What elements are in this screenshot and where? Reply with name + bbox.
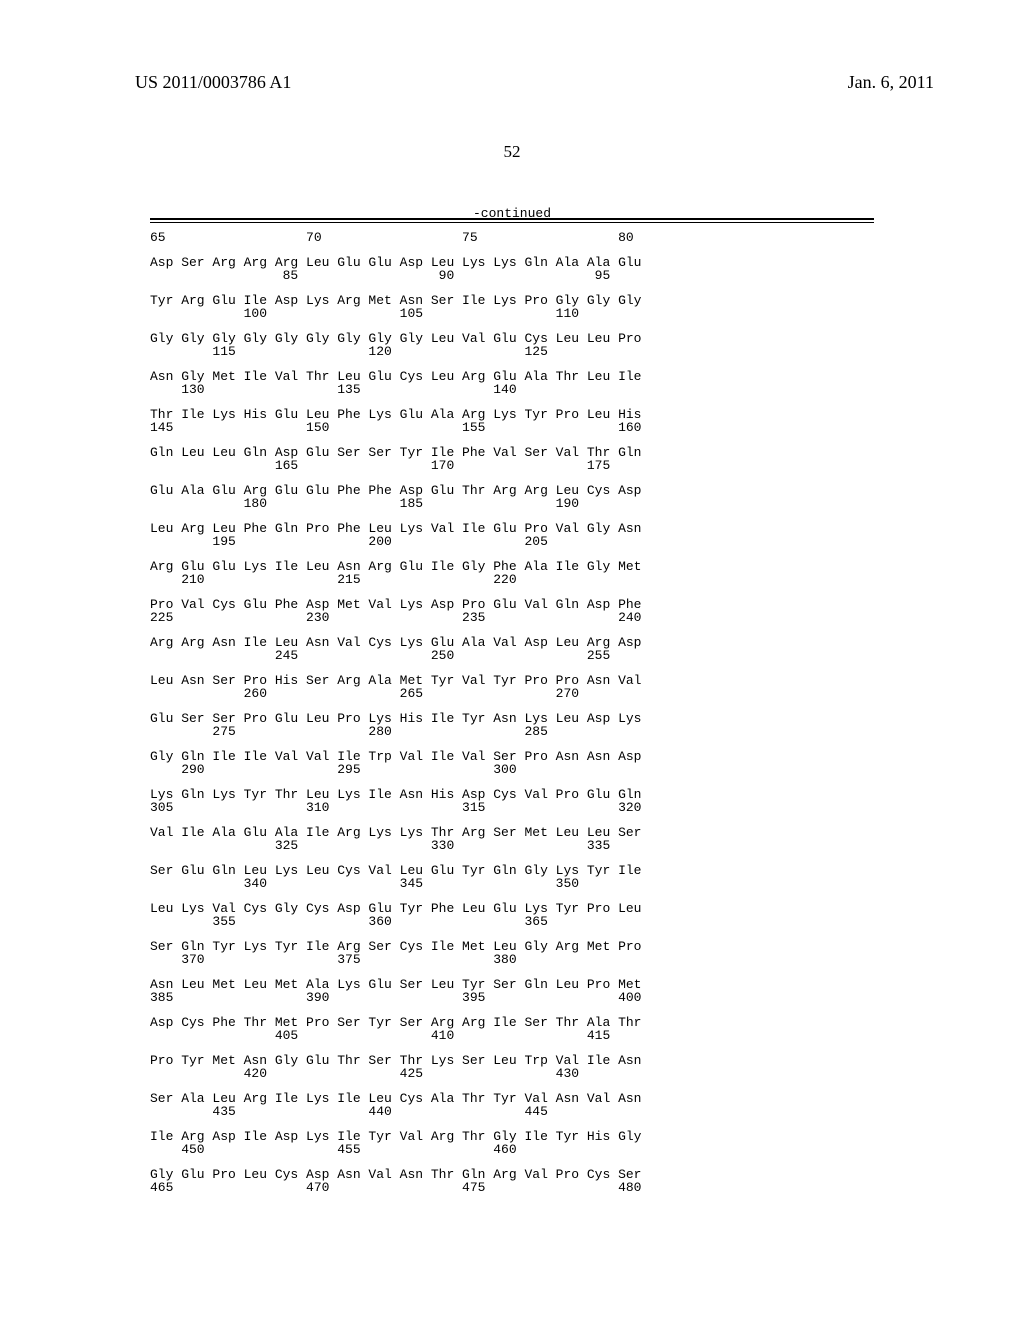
sequence-row: Asp Ser Arg Arg Arg Leu Glu Glu Asp Leu … [150,256,874,282]
position-number-line: 165 170 175 [150,459,874,472]
position-number-line: 180 185 190 [150,497,874,510]
rule-thick [150,218,874,220]
position-number-line: 115 120 125 [150,345,874,358]
position-number-line: 130 135 140 [150,383,874,396]
sequence-row: Thr Ile Lys His Glu Leu Phe Lys Glu Ala … [150,408,874,434]
position-number-line: 420 425 430 [150,1067,874,1080]
position-number-line: 260 265 270 [150,687,874,700]
position-number-line: 145 150 155 160 [150,421,874,434]
position-number-line: 370 375 380 [150,953,874,966]
position-number-line: 305 310 315 320 [150,801,874,814]
sequence-row: Leu Lys Val Cys Gly Cys Asp Glu Tyr Phe … [150,902,874,928]
sequence-row: Gly Glu Pro Leu Cys Asp Asn Val Asn Thr … [150,1168,874,1194]
sequence-block: 65 70 75 80 Asp Ser Arg Arg Arg Leu Glu G… [150,231,874,1194]
sequence-row: Asp Cys Phe Thr Met Pro Ser Tyr Ser Arg … [150,1016,874,1042]
sequence-listing: 65 70 75 80 Asp Ser Arg Arg Arg Leu Glu G… [150,218,874,1206]
sequence-row: Ser Ala Leu Arg Ile Lys Ile Leu Cys Ala … [150,1092,874,1118]
position-number-line: 325 330 335 [150,839,874,852]
sequence-row: Ser Gln Tyr Lys Tyr Ile Arg Ser Cys Ile … [150,940,874,966]
sequence-row: Glu Ser Ser Pro Glu Leu Pro Lys His Ile … [150,712,874,738]
position-number-line: 465 470 475 480 [150,1181,874,1194]
sequence-row: Leu Arg Leu Phe Gln Pro Phe Leu Lys Val … [150,522,874,548]
position-number-line: 435 440 445 [150,1105,874,1118]
sequence-row: Glu Ala Glu Arg Glu Glu Phe Phe Asp Glu … [150,484,874,510]
sequence-row: Ile Arg Asp Ile Asp Lys Ile Tyr Val Arg … [150,1130,874,1156]
position-number-line: 275 280 285 [150,725,874,738]
position-number-line: 85 90 95 [150,269,874,282]
rule-thin [150,222,874,223]
position-number-line: 100 105 110 [150,307,874,320]
sequence-row: Tyr Arg Glu Ile Asp Lys Arg Met Asn Ser … [150,294,874,320]
sequence-row: Gly Gly Gly Gly Gly Gly Gly Gly Gly Leu … [150,332,874,358]
position-number-line: 195 200 205 [150,535,874,548]
sequence-row: Pro Val Cys Glu Phe Asp Met Val Lys Asp … [150,598,874,624]
position-number-line: 210 215 220 [150,573,874,586]
position-number-line: 340 345 350 [150,877,874,890]
sequence-row: Arg Arg Asn Ile Leu Asn Val Cys Lys Glu … [150,636,874,662]
sequence-row: Ser Glu Gln Leu Lys Leu Cys Val Leu Glu … [150,864,874,890]
position-number-line: 405 410 415 [150,1029,874,1042]
publication-date: Jan. 6, 2011 [848,72,934,93]
position-number-line: 245 250 255 [150,649,874,662]
sequence-row: Gln Leu Leu Gln Asp Glu Ser Ser Tyr Ile … [150,446,874,472]
position-number-line: 225 230 235 240 [150,611,874,624]
page-number: 52 [0,142,1024,162]
position-number-line: 450 455 460 [150,1143,874,1156]
sequence-row: Lys Gln Lys Tyr Thr Leu Lys Ile Asn His … [150,788,874,814]
sequence-row: 65 70 75 80 [150,231,874,244]
publication-number: US 2011/0003786 A1 [135,72,291,93]
sequence-row: Arg Glu Glu Lys Ile Leu Asn Arg Glu Ile … [150,560,874,586]
position-number-line: 385 390 395 400 [150,991,874,1004]
sequence-row: Val Ile Ala Glu Ala Ile Arg Lys Lys Thr … [150,826,874,852]
position-number-line: 290 295 300 [150,763,874,776]
sequence-row: Asn Gly Met Ile Val Thr Leu Glu Cys Leu … [150,370,874,396]
sequence-row: Gly Gln Ile Ile Val Val Ile Trp Val Ile … [150,750,874,776]
sequence-row: Pro Tyr Met Asn Gly Glu Thr Ser Thr Lys … [150,1054,874,1080]
position-number-line: 65 70 75 80 [150,231,874,244]
sequence-row: Asn Leu Met Leu Met Ala Lys Glu Ser Leu … [150,978,874,1004]
position-number-line: 355 360 365 [150,915,874,928]
sequence-row: Leu Asn Ser Pro His Ser Arg Ala Met Tyr … [150,674,874,700]
